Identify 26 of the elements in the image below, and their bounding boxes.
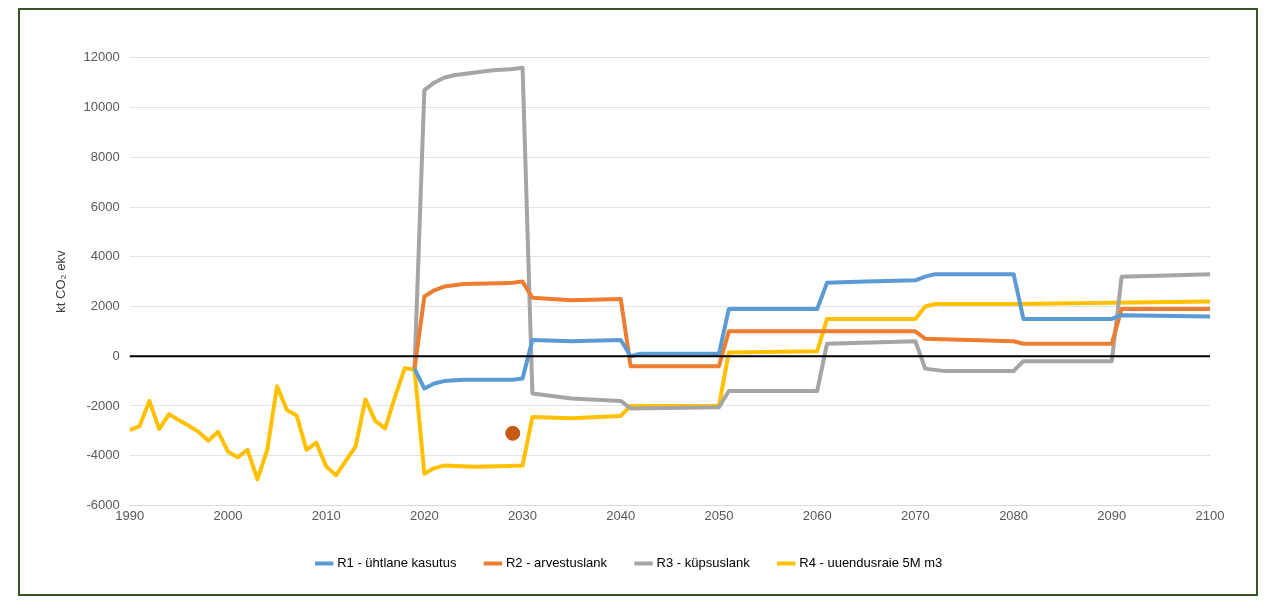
- y-tick-label: -4000: [86, 447, 120, 463]
- y-tick-label: 10000: [83, 99, 120, 115]
- y-tick-label: 8000: [90, 148, 120, 164]
- y-tick-label: 2000: [90, 298, 120, 314]
- y-tick-label: 12000: [83, 49, 120, 65]
- y-tick-label: -2000: [86, 397, 120, 413]
- x-tick-label: 2080: [999, 507, 1029, 523]
- x-tick-label: 2010: [311, 507, 341, 523]
- legend-label: R3 - küpsuslank: [656, 555, 751, 571]
- x-tick-label: 2100: [1195, 507, 1225, 523]
- x-tick-label: 2090: [1097, 507, 1127, 523]
- x-tick-label: 2040: [606, 507, 636, 523]
- y-tick-label: 6000: [90, 198, 120, 214]
- y-tick-label: 0: [112, 347, 120, 363]
- y-axis-title: kt CO₂ ekv: [53, 250, 69, 313]
- y-tick-label: 4000: [90, 248, 120, 264]
- y-tick-label: -6000: [86, 496, 120, 512]
- x-tick-label: 2050: [704, 507, 734, 523]
- x-tick-label: 2070: [900, 507, 930, 523]
- x-tick-label: 2030: [508, 507, 538, 523]
- legend-label: R1 - ühtlane kasutus: [337, 555, 457, 571]
- x-tick-label: 2060: [802, 507, 832, 523]
- x-tick-label: 2000: [213, 507, 243, 523]
- legend-label: R4 - uuendusraie 5M m3: [799, 555, 943, 571]
- legend-label: R2 - arvestuslank: [505, 555, 608, 571]
- x-tick-label: 2020: [409, 507, 439, 523]
